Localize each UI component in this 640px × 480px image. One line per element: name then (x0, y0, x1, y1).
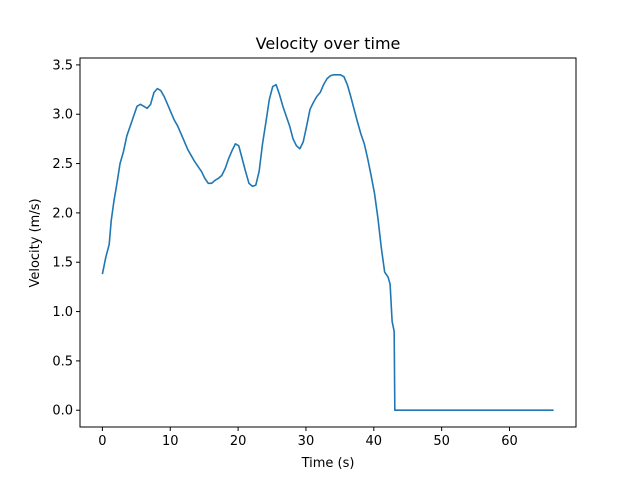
y-tick-label: 2.0 (52, 206, 73, 221)
y-tick-label: 0.5 (52, 354, 73, 369)
plot-area (101, 73, 554, 412)
x-tick-label: 10 (162, 434, 179, 449)
y-tick-label: 2.5 (52, 157, 73, 172)
y-tick-label: 1.5 (52, 256, 73, 271)
x-tick-label: 40 (366, 434, 383, 449)
y-tick-label: 3.5 (52, 58, 73, 73)
x-tick-label: 0 (98, 434, 106, 449)
y-axis: 0.0 0.5 1.0 1.5 2.0 2.5 3.0 3.5 (52, 58, 80, 419)
x-tick-label: 60 (501, 434, 518, 449)
x-tick-label: 30 (298, 434, 315, 449)
x-tick-label: 20 (230, 434, 247, 449)
y-tick-label: 1.0 (52, 305, 73, 320)
y-axis-label: Velocity (m/s) (28, 198, 43, 287)
plot-frame (79, 57, 577, 428)
chart-title: Velocity over time (256, 34, 401, 53)
y-tick-label: 0.0 (52, 404, 73, 419)
x-axis: 0 10 20 30 40 50 60 (98, 427, 518, 449)
x-tick-label: 50 (433, 434, 450, 449)
series-line-velocity (101, 73, 554, 412)
x-axis-label: Time (s) (301, 456, 355, 471)
y-tick-label: 3.0 (52, 108, 73, 123)
